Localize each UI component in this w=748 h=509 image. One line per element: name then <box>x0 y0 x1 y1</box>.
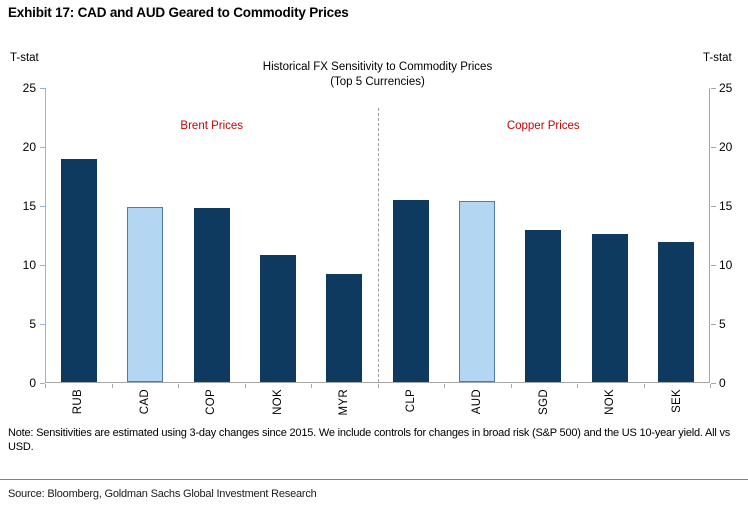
y-tick-mark-right-20 <box>711 147 716 148</box>
section-label-copper: Copper Prices <box>506 120 580 132</box>
section-label-brent: Brent Prices <box>180 120 244 132</box>
y-tick-mark-right-25 <box>711 88 716 89</box>
bar-NOK <box>591 233 628 382</box>
y-tick-label-right-20: 20 <box>719 140 733 154</box>
y-tick-mark-right-0 <box>711 383 716 384</box>
y-tick-label-right-10: 10 <box>719 258 733 272</box>
y-tick-mark-right-5 <box>711 324 716 325</box>
x-axis-labels: RUB CAD COP NOK MYR CLP AUD SGD NOK SEK <box>45 389 710 431</box>
bar-MYR <box>326 273 363 382</box>
y-tick-label-right-5: 5 <box>719 317 726 331</box>
y-tick-label-left-25: 25 <box>22 81 36 95</box>
bar-AUD <box>458 200 495 382</box>
y-tick-label-right-15: 15 <box>719 199 733 213</box>
y-tick-label-left-15: 15 <box>22 199 36 213</box>
x-axis-label-SGD-7: SGD <box>537 389 550 415</box>
chart-title-line1: Historical FX Sensitivity to Commodity P… <box>262 61 493 73</box>
x-axis-label-AUD-6: AUD <box>471 389 484 415</box>
y-tick-mark-left-10 <box>40 265 45 266</box>
bar-CLP <box>392 199 429 382</box>
exhibit-title: Exhibit 17: CAD and AUD Geared to Commod… <box>8 5 349 20</box>
y-tick-mark-left-15 <box>40 206 45 207</box>
x-axis-label-MYR-4: MYR <box>338 389 351 416</box>
y-axis-title-left: T-stat <box>10 52 39 64</box>
x-axis-label-CAD-1: CAD <box>138 389 151 415</box>
y-tick-mark-left-0 <box>40 383 45 384</box>
y-tick-label-right-25: 25 <box>719 81 733 95</box>
y-tick-mark-left-20 <box>40 147 45 148</box>
bar-COP <box>193 207 230 382</box>
x-tick-mark-9 <box>643 384 645 388</box>
y-tick-label-left-20: 20 <box>22 140 36 154</box>
bar-NOK <box>260 255 297 382</box>
plot-area: Brent Prices Copper Prices <box>45 88 710 383</box>
x-tick-mark-6 <box>444 384 445 388</box>
footer-divider-line <box>0 479 748 480</box>
y-tick-label-left-10: 10 <box>22 258 36 272</box>
y-tick-mark-left-5 <box>40 324 45 325</box>
y-axis-title-right: T-stat <box>703 52 732 64</box>
x-axis-label-NOK-3: NOK <box>271 389 284 415</box>
bar-RUB <box>61 158 98 382</box>
source-text: Source: Bloomberg, Goldman Sachs Global … <box>8 488 317 500</box>
x-tick-mark-2 <box>178 384 179 388</box>
y-tick-mark-right-15 <box>711 206 716 207</box>
y-tick-label-left-0: 0 <box>29 376 36 390</box>
chart-title: Historical FX Sensitivity to Commodity P… <box>45 60 710 90</box>
bar-SGD <box>525 230 562 382</box>
x-tick-mark-7 <box>510 384 512 388</box>
x-axis-label-CLP-5: CLP <box>404 389 417 413</box>
x-tick-mark-10 <box>710 384 711 388</box>
x-tick-mark-1 <box>111 384 113 388</box>
chart-title-line2: (Top 5 Currencies) <box>330 76 425 88</box>
y-tick-mark-left-25 <box>40 88 45 89</box>
y-tick-mark-right-10 <box>711 265 716 266</box>
x-tick-mark-5 <box>377 384 379 388</box>
x-tick-mark-0 <box>45 384 46 388</box>
x-axis-label-SEK-9: SEK <box>670 389 683 413</box>
x-tick-mark-4 <box>311 384 312 388</box>
y-tick-label-right-0: 0 <box>719 376 726 390</box>
x-axis-label-COP-2: COP <box>205 389 218 415</box>
x-axis-label-RUB-0: RUB <box>72 389 85 415</box>
x-tick-mark-8 <box>577 384 578 388</box>
section-divider-dashed-line <box>377 108 379 382</box>
y-tick-label-left-5: 5 <box>29 317 36 331</box>
note-text: Note: Sensitivities are estimated using … <box>8 427 731 453</box>
x-tick-mark-3 <box>244 384 246 388</box>
x-axis-label-NOK-8: NOK <box>604 389 617 415</box>
bar-CAD <box>127 206 164 382</box>
bar-SEK <box>657 242 694 382</box>
